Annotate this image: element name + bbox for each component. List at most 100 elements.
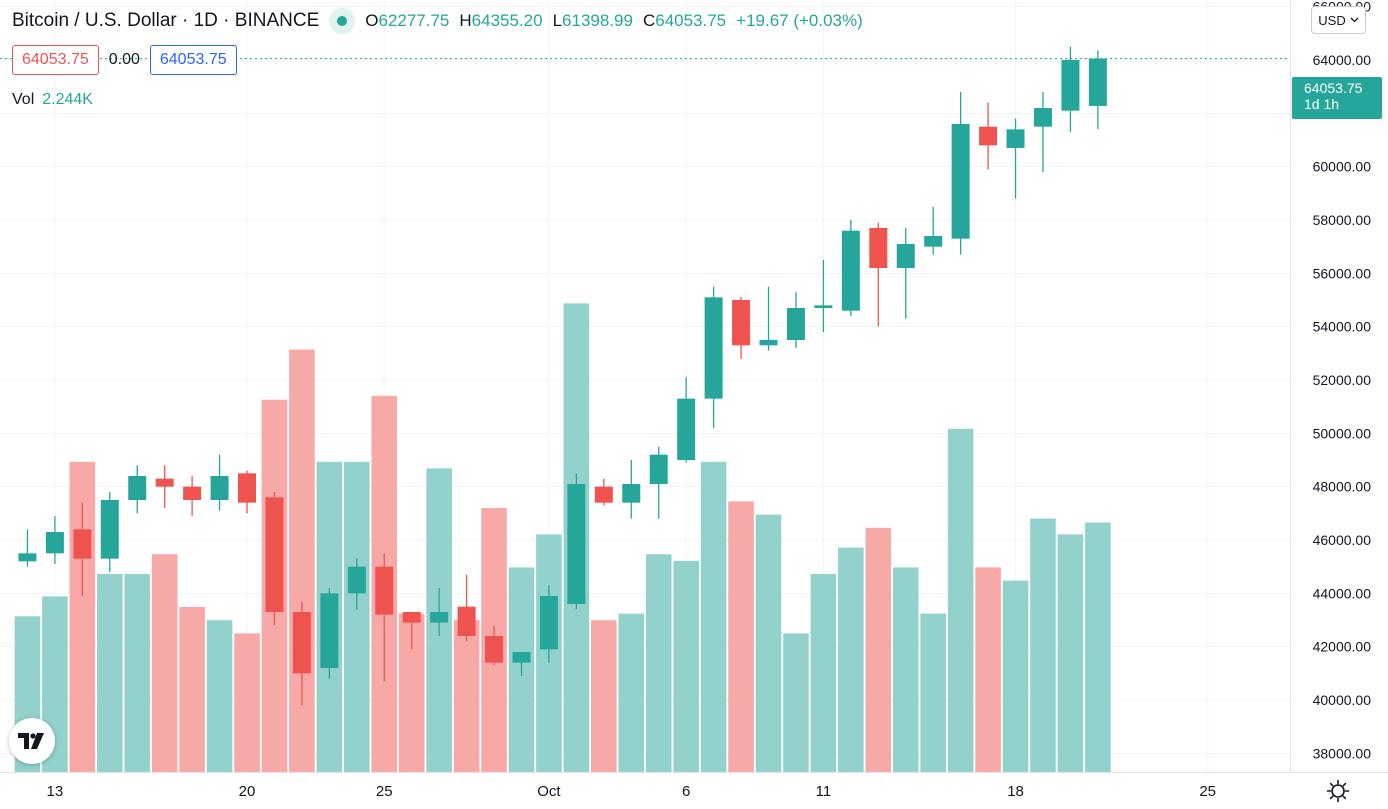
candle [539,585,558,663]
candle-body [320,593,339,668]
candle [677,377,696,463]
volume-bar [645,554,672,772]
candle [841,220,860,316]
candle-body [814,305,833,308]
candle-body [128,476,147,500]
spread-value: 0.00 [108,51,140,68]
candle [1006,118,1025,199]
volume-bar [179,607,205,772]
tradingview-logo-icon[interactable] [9,718,55,764]
candle-body [265,497,284,612]
volume-bar [618,613,645,772]
volume-legend: Vol 2.244K [12,91,93,109]
candle [951,92,970,255]
volume-bar [975,567,1001,772]
candle [924,206,943,255]
candle [622,460,641,519]
symbol-legend: Bitcoin / U.S. Dollar · 1D · BINANCE O62… [12,8,863,34]
candle [402,612,421,650]
candles [18,46,1107,706]
time-tick-label: 25 [376,783,393,800]
candle [73,502,92,596]
green-dot-icon [329,8,356,34]
price-tick-label: 48000.00 [1313,479,1372,495]
candle-body [1088,58,1107,106]
candle [320,588,339,679]
open-label: O [365,11,379,30]
time-tick-label: 20 [239,783,256,800]
candle-body [677,398,696,460]
time-axis-bg [0,772,1388,809]
candle-body [430,612,449,623]
candle [512,652,531,676]
candle-body [896,244,915,268]
candle-body [210,476,229,500]
candle [896,228,915,319]
candle-body [649,454,668,484]
candle [100,492,119,572]
time-axis[interactable]: 13 20 25 Oct 6 11 18 25 [0,772,1388,809]
chevron-down-icon [1350,17,1359,23]
volume-bar [783,633,809,772]
candle-body [155,478,174,487]
candle-body [457,606,476,636]
volume-bar [838,547,864,772]
candle-body [100,500,119,559]
gear-icon[interactable] [1326,779,1350,803]
time-tick-label: 13 [47,783,64,800]
last-price-tag: 64053.75 1d 1h [1292,77,1382,119]
close-value: 64053.75 [655,11,727,30]
candle-body [1006,129,1025,148]
candle [1033,92,1052,172]
candle-body [18,553,37,562]
candle [265,492,284,626]
candle [45,516,64,564]
high-value: 64355.20 [471,11,543,30]
candle [183,476,202,516]
volume-bar [96,574,123,772]
symbol-title: Bitcoin / U.S. Dollar · 1D · BINANCE [12,10,320,31]
volume-bar [728,501,754,772]
price-tick-label: 58000.00 [1313,212,1372,228]
currency-selector[interactable]: USD [1311,6,1366,34]
candle [814,260,833,332]
candle [238,470,257,514]
volume-bar [453,620,480,772]
ohlc-values: O62277.75 H64355.20 L61398.99 C64053.75 … [365,11,863,31]
candle-body [539,596,558,650]
time-tick-label: 6 [682,783,690,800]
price-axis[interactable]: 38000.00 40000.00 42000.00 44000.00 46000.00… [1290,0,1388,809]
volume-bar [892,567,919,772]
candle-body [594,486,613,503]
sell-price-button[interactable]: 64053.75 [12,45,99,75]
candle [18,529,37,567]
price-tick-label: 46000.00 [1313,532,1372,548]
candle [704,286,723,428]
volume-bar [344,461,370,772]
candle [1088,50,1107,130]
volume-label: Vol [12,91,35,108]
change-value: +19.67 (+0.03%) [736,11,863,30]
close-label: C [642,11,656,30]
candle-body [485,636,504,663]
candle [869,222,888,327]
low-value: 61398.99 [562,11,633,30]
volume-bar [1030,518,1056,772]
candle-body [1033,108,1052,127]
candle [430,588,449,636]
candle [732,297,751,359]
candle [979,102,998,170]
candle-body [45,532,64,554]
price-tick-label: 60000.00 [1313,159,1372,175]
buy-price-button[interactable]: 64053.75 [149,45,237,75]
candle [155,465,174,508]
volume-bar [206,620,233,772]
candle [759,286,778,351]
candle-body [622,484,641,503]
volume-bar [591,620,617,772]
volume-bar [289,349,315,772]
price-tick-label: 44000.00 [1313,585,1372,601]
time-tick-label: Oct [537,783,561,800]
candle [292,601,311,706]
